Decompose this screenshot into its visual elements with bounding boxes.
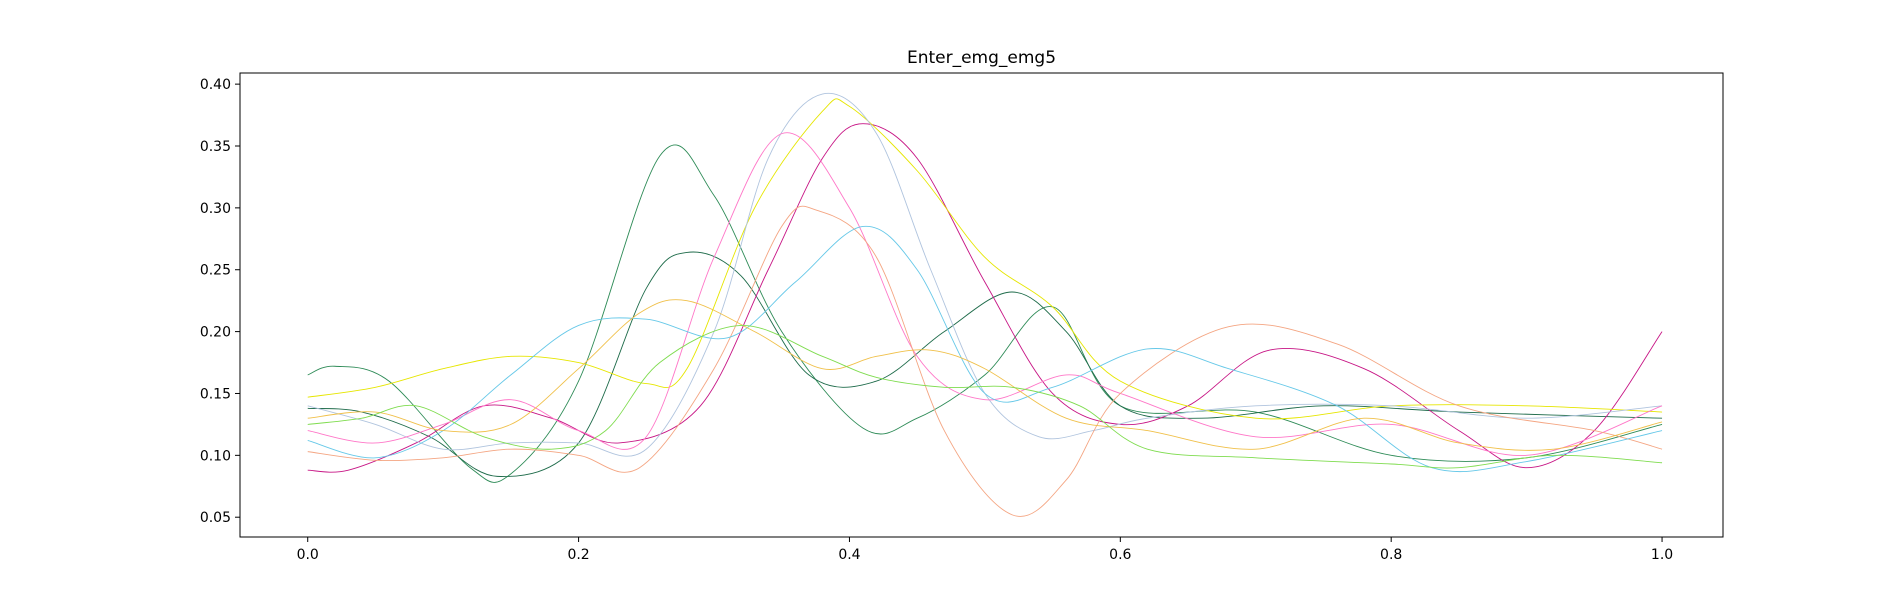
y-tick-label: 0.10: [200, 448, 231, 464]
series-line: [307, 324, 1663, 469]
series-line: [307, 132, 1663, 456]
series-line: [307, 98, 1663, 420]
x-axis: 0.0 0.2 0.4 0.6 0.8 1.0: [297, 537, 1673, 563]
series-line: [307, 251, 1663, 477]
y-tick-label: 0.40: [200, 77, 231, 93]
y-tick-label: 0.05: [200, 510, 231, 526]
series-line: [307, 225, 1663, 473]
y-tick-label: 0.20: [200, 325, 231, 341]
series-line: [307, 92, 1663, 457]
series-line: [307, 144, 1663, 483]
series-line: [307, 299, 1663, 451]
series-line: [307, 123, 1663, 473]
series-layer: [307, 92, 1663, 517]
y-tick-label: 0.15: [200, 386, 231, 402]
plot-frame: [239, 72, 1724, 538]
x-tick-label: 1.0: [1651, 547, 1673, 563]
x-tick-label: 0.0: [297, 547, 319, 563]
x-tick-label: 0.8: [1380, 547, 1402, 563]
x-tick-label: 0.2: [567, 547, 589, 563]
y-tick-label: 0.25: [200, 263, 231, 279]
x-tick-label: 0.6: [1109, 547, 1131, 563]
chart-title: Enter_emg_emg5: [907, 48, 1056, 68]
y-tick-label: 0.30: [200, 201, 231, 217]
series-line: [307, 205, 1663, 517]
y-axis: 0.05 0.10 0.15 0.20 0.25 0.30 0.35 0.40: [200, 77, 240, 526]
x-tick-label: 0.4: [838, 547, 860, 563]
y-tick-label: 0.35: [200, 139, 231, 155]
